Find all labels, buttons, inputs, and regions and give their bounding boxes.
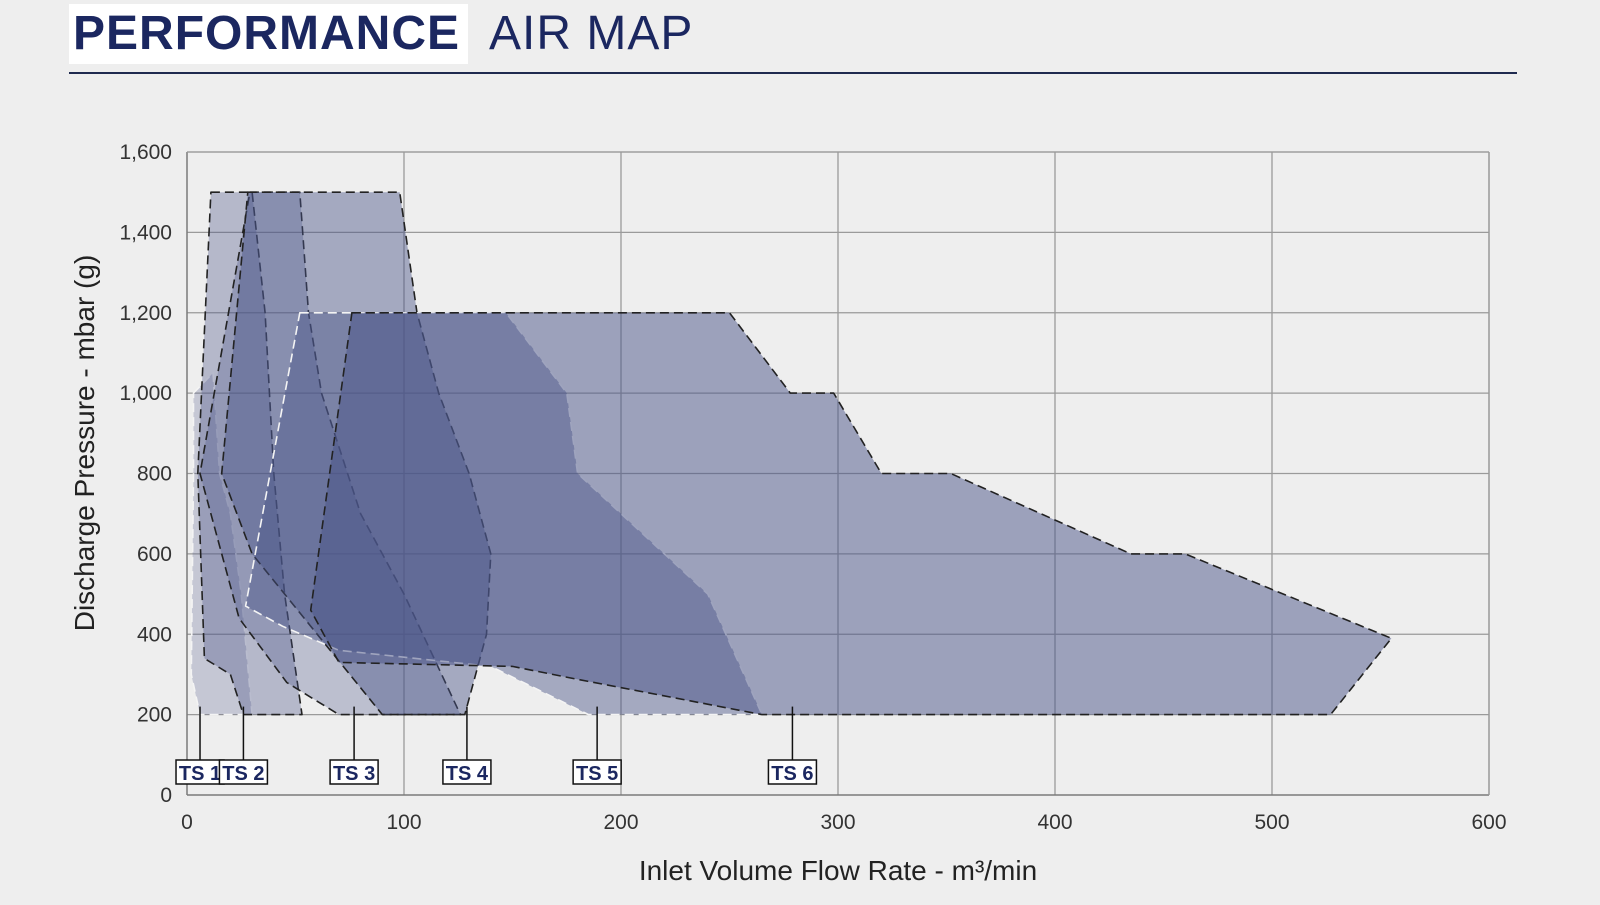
ts-label-box: [767, 759, 818, 785]
ts-label: TS 1: [179, 763, 221, 785]
ts-label-box: [329, 759, 379, 785]
ts-label: TS 3: [333, 763, 375, 785]
x-tick-label: 600: [1471, 811, 1506, 834]
area-ts-6: [309, 311, 1393, 716]
x-tick-label: 0: [181, 811, 193, 834]
x-tick-label: 500: [1254, 811, 1289, 834]
y-tick-label: 1,600: [119, 141, 172, 164]
y-axis-label: Discharge Pressure - mbar (g): [69, 255, 100, 632]
y-tick-label: 800: [137, 463, 172, 486]
axes: [186, 151, 1490, 796]
ts-label-box: [442, 759, 492, 785]
ts-markers: TS 1 TS 2 TS 3 TS 4 TS 5 TS 6: [175, 706, 818, 785]
ts-label: TS 5: [576, 763, 618, 785]
x-tick-label: 200: [603, 811, 638, 834]
ts-label: TS 2: [222, 763, 264, 785]
x-axis-label: Inlet Volume Flow Rate - m³/min: [639, 855, 1037, 886]
y-tick-label: 1,400: [119, 221, 172, 244]
chart-header: PERFORMANCE AIR MAP: [69, 4, 1517, 74]
tick-labels: 0 100 200 300 400 500 600 0 200 400 600 800 1,000 1,2…: [119, 141, 1506, 834]
y-tick-label: 200: [137, 704, 172, 727]
x-tick-label: 100: [386, 811, 421, 834]
title-air-map: AIR MAP: [489, 7, 694, 60]
y-tick-label: 600: [137, 543, 172, 566]
area-ts-1: [190, 372, 253, 716]
y-tick-label: 0: [160, 784, 172, 807]
y-tick-label: 1,200: [119, 302, 172, 325]
title-performance: PERFORMANCE: [69, 4, 469, 64]
y-tick-label: 400: [137, 623, 172, 646]
x-tick-label: 400: [1037, 811, 1072, 834]
ts-label: TS 4: [446, 763, 489, 785]
performance-areas: [190, 191, 1393, 716]
ts-label: TS 6: [771, 763, 813, 785]
ts-label-box: [572, 759, 622, 785]
x-tick-label: 300: [820, 811, 855, 834]
ts-label-box: [218, 759, 269, 785]
y-tick-label: 1,000: [119, 382, 172, 405]
